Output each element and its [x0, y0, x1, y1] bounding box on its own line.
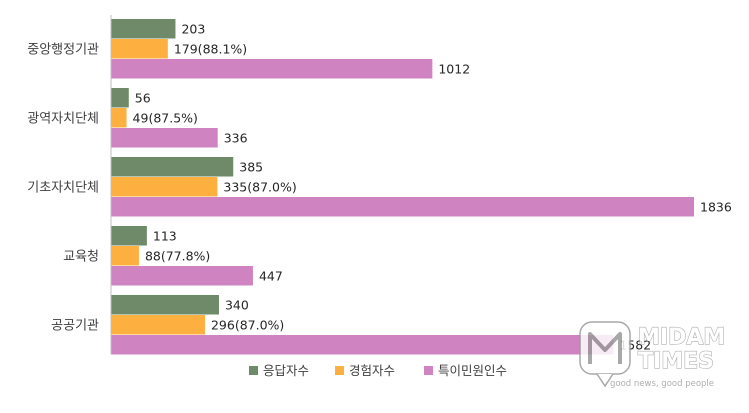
- bar: [111, 315, 205, 335]
- bar: [111, 128, 218, 148]
- bar: [111, 19, 176, 39]
- bar: [111, 157, 234, 177]
- legend-label: 경험자수: [349, 363, 395, 378]
- legend-swatch: [335, 366, 344, 375]
- data-label: 335(87.0%): [223, 179, 296, 194]
- category-label: 공공기관: [51, 318, 99, 333]
- data-label: 1836: [700, 199, 732, 214]
- bar: [111, 335, 614, 355]
- data-label: 179(88.1%): [174, 41, 247, 56]
- data-labels: 203 179(88.1%) 1012 56 49(87.5%) 336 385 335(87…: [133, 21, 732, 352]
- legend-swatch: [249, 366, 258, 375]
- data-label: 336: [224, 130, 248, 145]
- watermark-logo: MIDAM TIMES good news, good people: [579, 321, 726, 389]
- data-label: 1012: [438, 61, 470, 76]
- bar: [111, 197, 694, 217]
- bar: [111, 177, 218, 197]
- watermark-brand-top: MIDAM: [638, 325, 725, 350]
- bar: [111, 59, 433, 79]
- watermark-brand-bottom: TIMES: [638, 349, 714, 374]
- legend-label: 특이민원인수: [438, 363, 507, 378]
- bar: [111, 295, 219, 315]
- bar: [111, 226, 147, 246]
- legend: 응답자수 경험자수 특이민원인수: [249, 363, 507, 378]
- data-label: 203: [181, 21, 205, 36]
- category-label: 광역자치단체: [27, 111, 99, 126]
- mt-logo-icon: [579, 321, 631, 388]
- bar: [111, 108, 127, 128]
- data-label: 447: [259, 268, 283, 283]
- bars-layer: [111, 19, 694, 355]
- data-label: 56: [135, 90, 151, 105]
- bar: [111, 39, 168, 59]
- data-label: 385: [239, 159, 263, 174]
- category-label: 교육청: [63, 249, 99, 264]
- category-label: 중앙행정기관: [27, 41, 99, 57]
- data-label: 340: [225, 297, 249, 312]
- bar: [111, 88, 129, 108]
- data-label: 113: [153, 228, 177, 243]
- category-label: 기초자치단체: [27, 180, 99, 195]
- bar: [111, 266, 253, 286]
- data-label: 49(87.5%): [133, 110, 198, 125]
- legend-label: 응답자수: [263, 363, 309, 378]
- legend-swatch: [424, 366, 433, 375]
- bar: [111, 246, 139, 266]
- data-label: 88(77.8%): [145, 248, 210, 263]
- data-label: 296(87.0%): [211, 317, 284, 332]
- watermark-tagline: good news, good people: [610, 379, 714, 389]
